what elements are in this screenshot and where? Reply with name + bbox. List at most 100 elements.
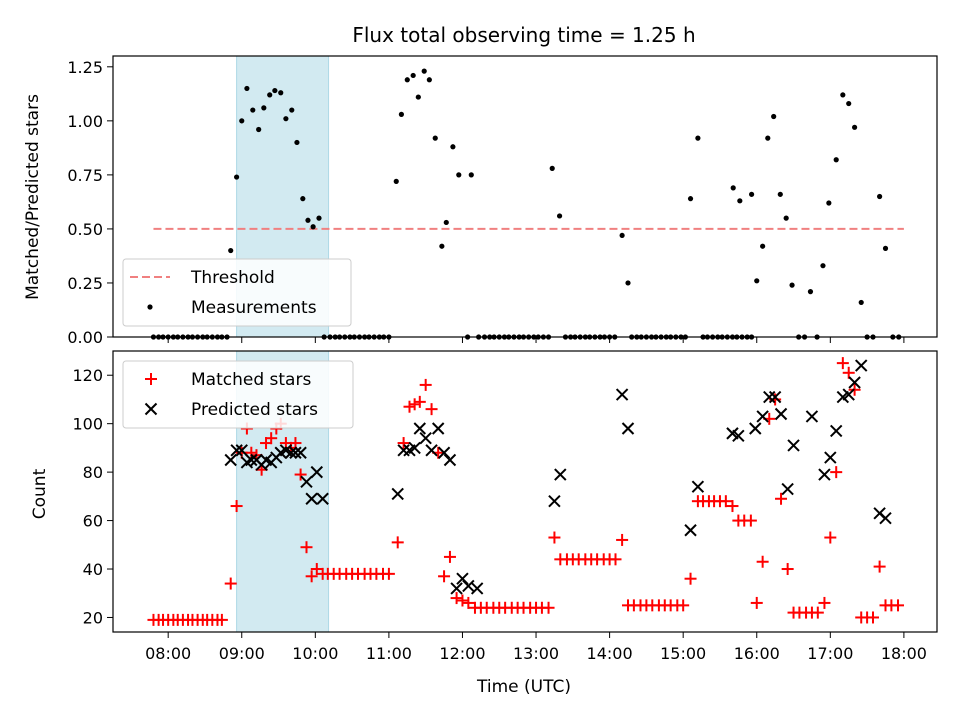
bottom-panel: 20 40 60 80 100 120 08:00 09:00 10:00 11:00 12:00 1… bbox=[72, 350, 938, 663]
predicted-point-14 bbox=[294, 446, 307, 459]
matched-point-31 bbox=[305, 570, 318, 583]
predicted-point-13-b bbox=[289, 446, 302, 459]
predicted-point-37-b bbox=[684, 524, 697, 537]
matched-point-100 bbox=[726, 500, 739, 513]
bottom-ytick-label-5: 120 bbox=[72, 366, 103, 385]
predicted-point-42 bbox=[756, 410, 769, 423]
predicted-point-53-b bbox=[842, 388, 855, 401]
x-tick-label-4: 12:00 bbox=[439, 644, 485, 663]
predicted-point-38 bbox=[691, 480, 705, 493]
predicted-point-22-b bbox=[408, 441, 421, 455]
matched-point-54 bbox=[443, 550, 456, 563]
predicted-point-39-b bbox=[726, 427, 739, 440]
top-frame bbox=[112, 55, 938, 338]
matched-point-23 bbox=[265, 432, 278, 445]
predicted-point-41 bbox=[749, 422, 762, 435]
legend-measurements-swatch bbox=[147, 304, 153, 310]
matched-point-16 bbox=[230, 500, 243, 513]
measurement-point-18 bbox=[239, 118, 245, 124]
top-panel: 0.00 0.25 0.50 0.75 1.00 1.25 Threshold Measure… bbox=[67, 55, 938, 347]
predicted-point-1 bbox=[230, 444, 243, 457]
matched-point-93 bbox=[684, 572, 697, 585]
chart-title: Flux total observing time = 1.25 h bbox=[352, 23, 695, 47]
matched-point-82 bbox=[616, 533, 629, 546]
measurement-point-90 bbox=[625, 280, 631, 286]
predicted-point-54-b bbox=[848, 376, 861, 389]
top-y-axis-label: Matched/Predicted stars bbox=[23, 94, 43, 300]
predicted-point-48 bbox=[805, 410, 819, 423]
measurement-point-52 bbox=[421, 68, 427, 74]
predicted-point-57 bbox=[879, 511, 892, 525]
predicted-point-40 bbox=[732, 429, 745, 442]
matched-point-71 bbox=[548, 531, 561, 544]
measurement-point-117 bbox=[737, 198, 743, 204]
matched-point-127 bbox=[892, 599, 905, 612]
matched-point-119 bbox=[842, 366, 855, 379]
predicted-point-17-b bbox=[310, 465, 323, 479]
measurement-point-89 bbox=[619, 232, 625, 239]
measurement-point-120 bbox=[760, 243, 766, 249]
top-ytick-label-0: 0.00 bbox=[67, 328, 103, 347]
predicted-point-18-b bbox=[316, 492, 329, 505]
measurement-point-23 bbox=[267, 92, 273, 98]
matched-point-51 bbox=[425, 403, 438, 416]
predicted-point-49 bbox=[818, 468, 831, 481]
predicted-point-45-b bbox=[774, 407, 788, 421]
predicted-point-16-b bbox=[305, 492, 318, 505]
predicted-point-26 bbox=[431, 422, 445, 435]
predicted-point-12-b bbox=[284, 446, 298, 459]
measurement-point-77 bbox=[556, 213, 563, 219]
bottom-legend: Matched stars Predicted stars bbox=[122, 360, 354, 429]
predicted-point-38-b bbox=[691, 480, 705, 493]
matched-point-48 bbox=[408, 398, 421, 411]
predicted-point-22 bbox=[408, 441, 421, 455]
matched-point-57 bbox=[462, 596, 475, 609]
measurement-point-54 bbox=[432, 135, 438, 141]
matched-point-29 bbox=[294, 468, 307, 481]
measurement-point-26 bbox=[283, 116, 289, 122]
bottom-y-axis-label: Count bbox=[30, 468, 50, 519]
predicted-point-28-b bbox=[443, 453, 457, 467]
measurement-point-134 bbox=[846, 100, 852, 107]
measurement-point-50 bbox=[410, 72, 416, 79]
legend-predicted-label: Predicted stars bbox=[191, 400, 318, 420]
predicted-point-35-b bbox=[615, 388, 629, 401]
predicted-point-24 bbox=[419, 431, 432, 445]
measurement-point-76 bbox=[549, 165, 555, 171]
predicted-point-24-b bbox=[419, 431, 432, 445]
predicted-point-55 bbox=[855, 359, 868, 372]
top-legend: Threshold Measurements bbox=[122, 258, 352, 327]
predicted-point-18 bbox=[316, 492, 329, 505]
predicted-point-20 bbox=[397, 444, 410, 457]
predicted-point-7-b bbox=[259, 453, 273, 467]
top-ytick-label-4: 1.00 bbox=[67, 112, 103, 131]
measurement-point-56 bbox=[443, 219, 449, 226]
predicted-point-36 bbox=[621, 422, 635, 435]
x-tick-label-8: 16:00 bbox=[734, 644, 780, 663]
predicted-point-23 bbox=[413, 422, 426, 435]
x-tick-label-9: 17:00 bbox=[807, 644, 853, 663]
matched-point-15 bbox=[224, 577, 237, 590]
predicted-point-0-b bbox=[224, 453, 237, 467]
predicted-point-20-b bbox=[397, 444, 410, 457]
bottom-ytick-label-1: 40 bbox=[83, 560, 103, 579]
predicted-point-12 bbox=[284, 446, 298, 459]
predicted-point-34-b bbox=[554, 468, 567, 481]
measurement-point-55 bbox=[439, 243, 445, 249]
measurement-point-57 bbox=[450, 144, 456, 150]
measurement-point-124 bbox=[783, 215, 789, 221]
predicted-point-19 bbox=[391, 487, 404, 501]
measurement-point-118 bbox=[749, 191, 755, 197]
matched-point-30 bbox=[300, 541, 313, 554]
measurement-point-19 bbox=[244, 85, 250, 92]
predicted-point-57-b bbox=[879, 511, 892, 525]
predicted-point-48-b bbox=[805, 410, 819, 423]
measurement-point-53 bbox=[426, 77, 432, 83]
matched-point-56 bbox=[456, 594, 469, 607]
matched-point-81 bbox=[609, 553, 622, 566]
measurement-point-132 bbox=[833, 157, 839, 163]
predicted-point-35 bbox=[615, 388, 629, 401]
bottom-ytick-label-2: 60 bbox=[83, 512, 103, 531]
predicted-point-32-b bbox=[470, 582, 484, 595]
measurement-point-133 bbox=[840, 92, 846, 98]
